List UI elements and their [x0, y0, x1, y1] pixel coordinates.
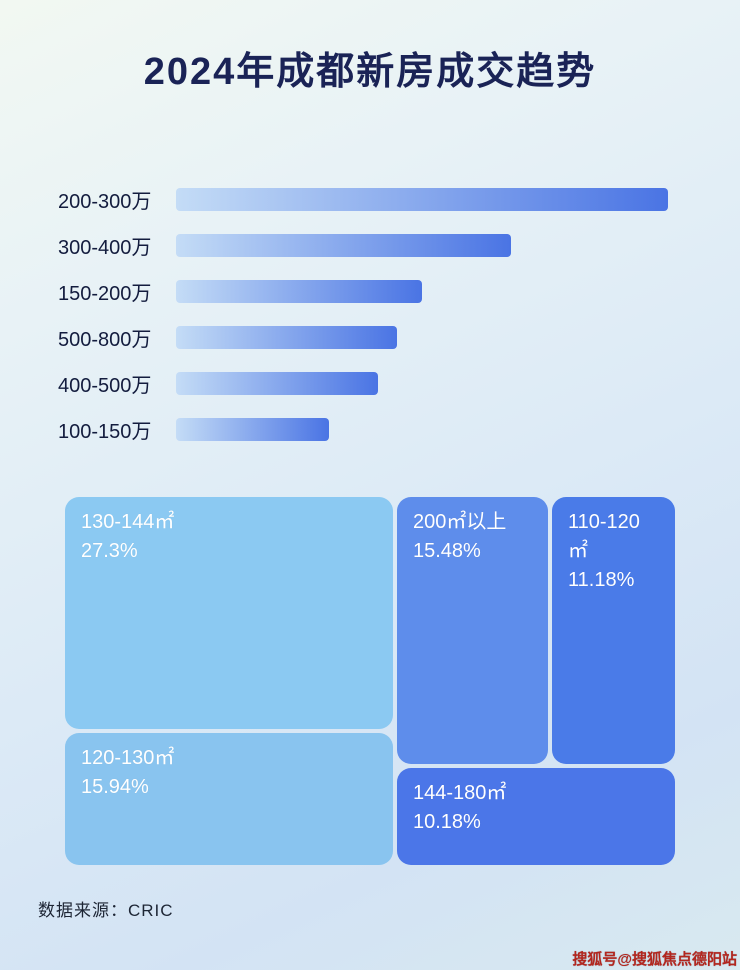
treemap-block-value: 27.3% [81, 540, 138, 562]
treemap-block-value: 11.18% [568, 569, 635, 591]
bar [176, 279, 422, 303]
treemap-block-label: 120-130㎡ [81, 747, 175, 769]
data-source: 数据来源：CRIC [38, 901, 174, 920]
bar-track [176, 233, 668, 257]
bar-category-label: 300-400万 [58, 236, 152, 259]
bar [176, 325, 398, 349]
bar-row: 150-200万 [58, 279, 668, 305]
treemap-block-label: 110-120㎡ [568, 511, 640, 562]
bar-category-label: 100-150万 [58, 420, 152, 443]
treemap-block-label: 200㎡以上 [413, 511, 507, 533]
bar [176, 417, 329, 441]
bar [176, 187, 668, 211]
bar-row: 100-150万 [58, 417, 668, 443]
watermark: 搜狐号@搜狐焦点德阳站 [572, 951, 737, 968]
treemap-block-110-120: 110-120㎡ 11.18% [552, 497, 675, 764]
bar [176, 233, 511, 257]
treemap-block-200-plus: 200㎡以上 15.48% [397, 497, 548, 764]
treemap-block-120-130: 120-130㎡ 15.94% [65, 733, 393, 865]
bar-track [176, 187, 668, 211]
treemap-block-144-180: 144-180㎡ 10.18% [397, 768, 675, 865]
bar-category-label: 400-500万 [58, 374, 152, 397]
treemap-block-130-144: 130-144㎡ 27.3% [65, 497, 393, 729]
treemap-block-value: 10.18% [413, 811, 481, 833]
bar-row: 500-800万 [58, 325, 668, 351]
bar-track [176, 417, 668, 441]
treemap-block-label: 144-180㎡ [413, 782, 507, 804]
bar-category-label: 500-800万 [58, 328, 152, 351]
treemap-block-value: 15.48% [413, 540, 481, 562]
treemap-block-value: 15.94% [81, 776, 149, 798]
bar [176, 371, 378, 395]
bar-row: 300-400万 [58, 233, 668, 259]
page-title: 2024年成都新房成交趋势 [143, 51, 597, 93]
bar-track [176, 279, 668, 303]
bar-category-label: 200-300万 [58, 190, 152, 213]
bar-track [176, 325, 668, 349]
bar-track [176, 371, 668, 395]
bar-row: 200-300万 [58, 187, 668, 213]
price-range-bar-chart: 200-300万 300-400万 150-200万 500-800万 400- [58, 187, 668, 443]
treemap-block-label: 130-144㎡ [81, 511, 175, 533]
bar-row: 400-500万 [58, 371, 668, 397]
bar-category-label: 150-200万 [58, 282, 152, 305]
area-share-treemap: 130-144㎡ 27.3% 200㎡以上 15.48% 110-120㎡ 11… [65, 497, 675, 865]
